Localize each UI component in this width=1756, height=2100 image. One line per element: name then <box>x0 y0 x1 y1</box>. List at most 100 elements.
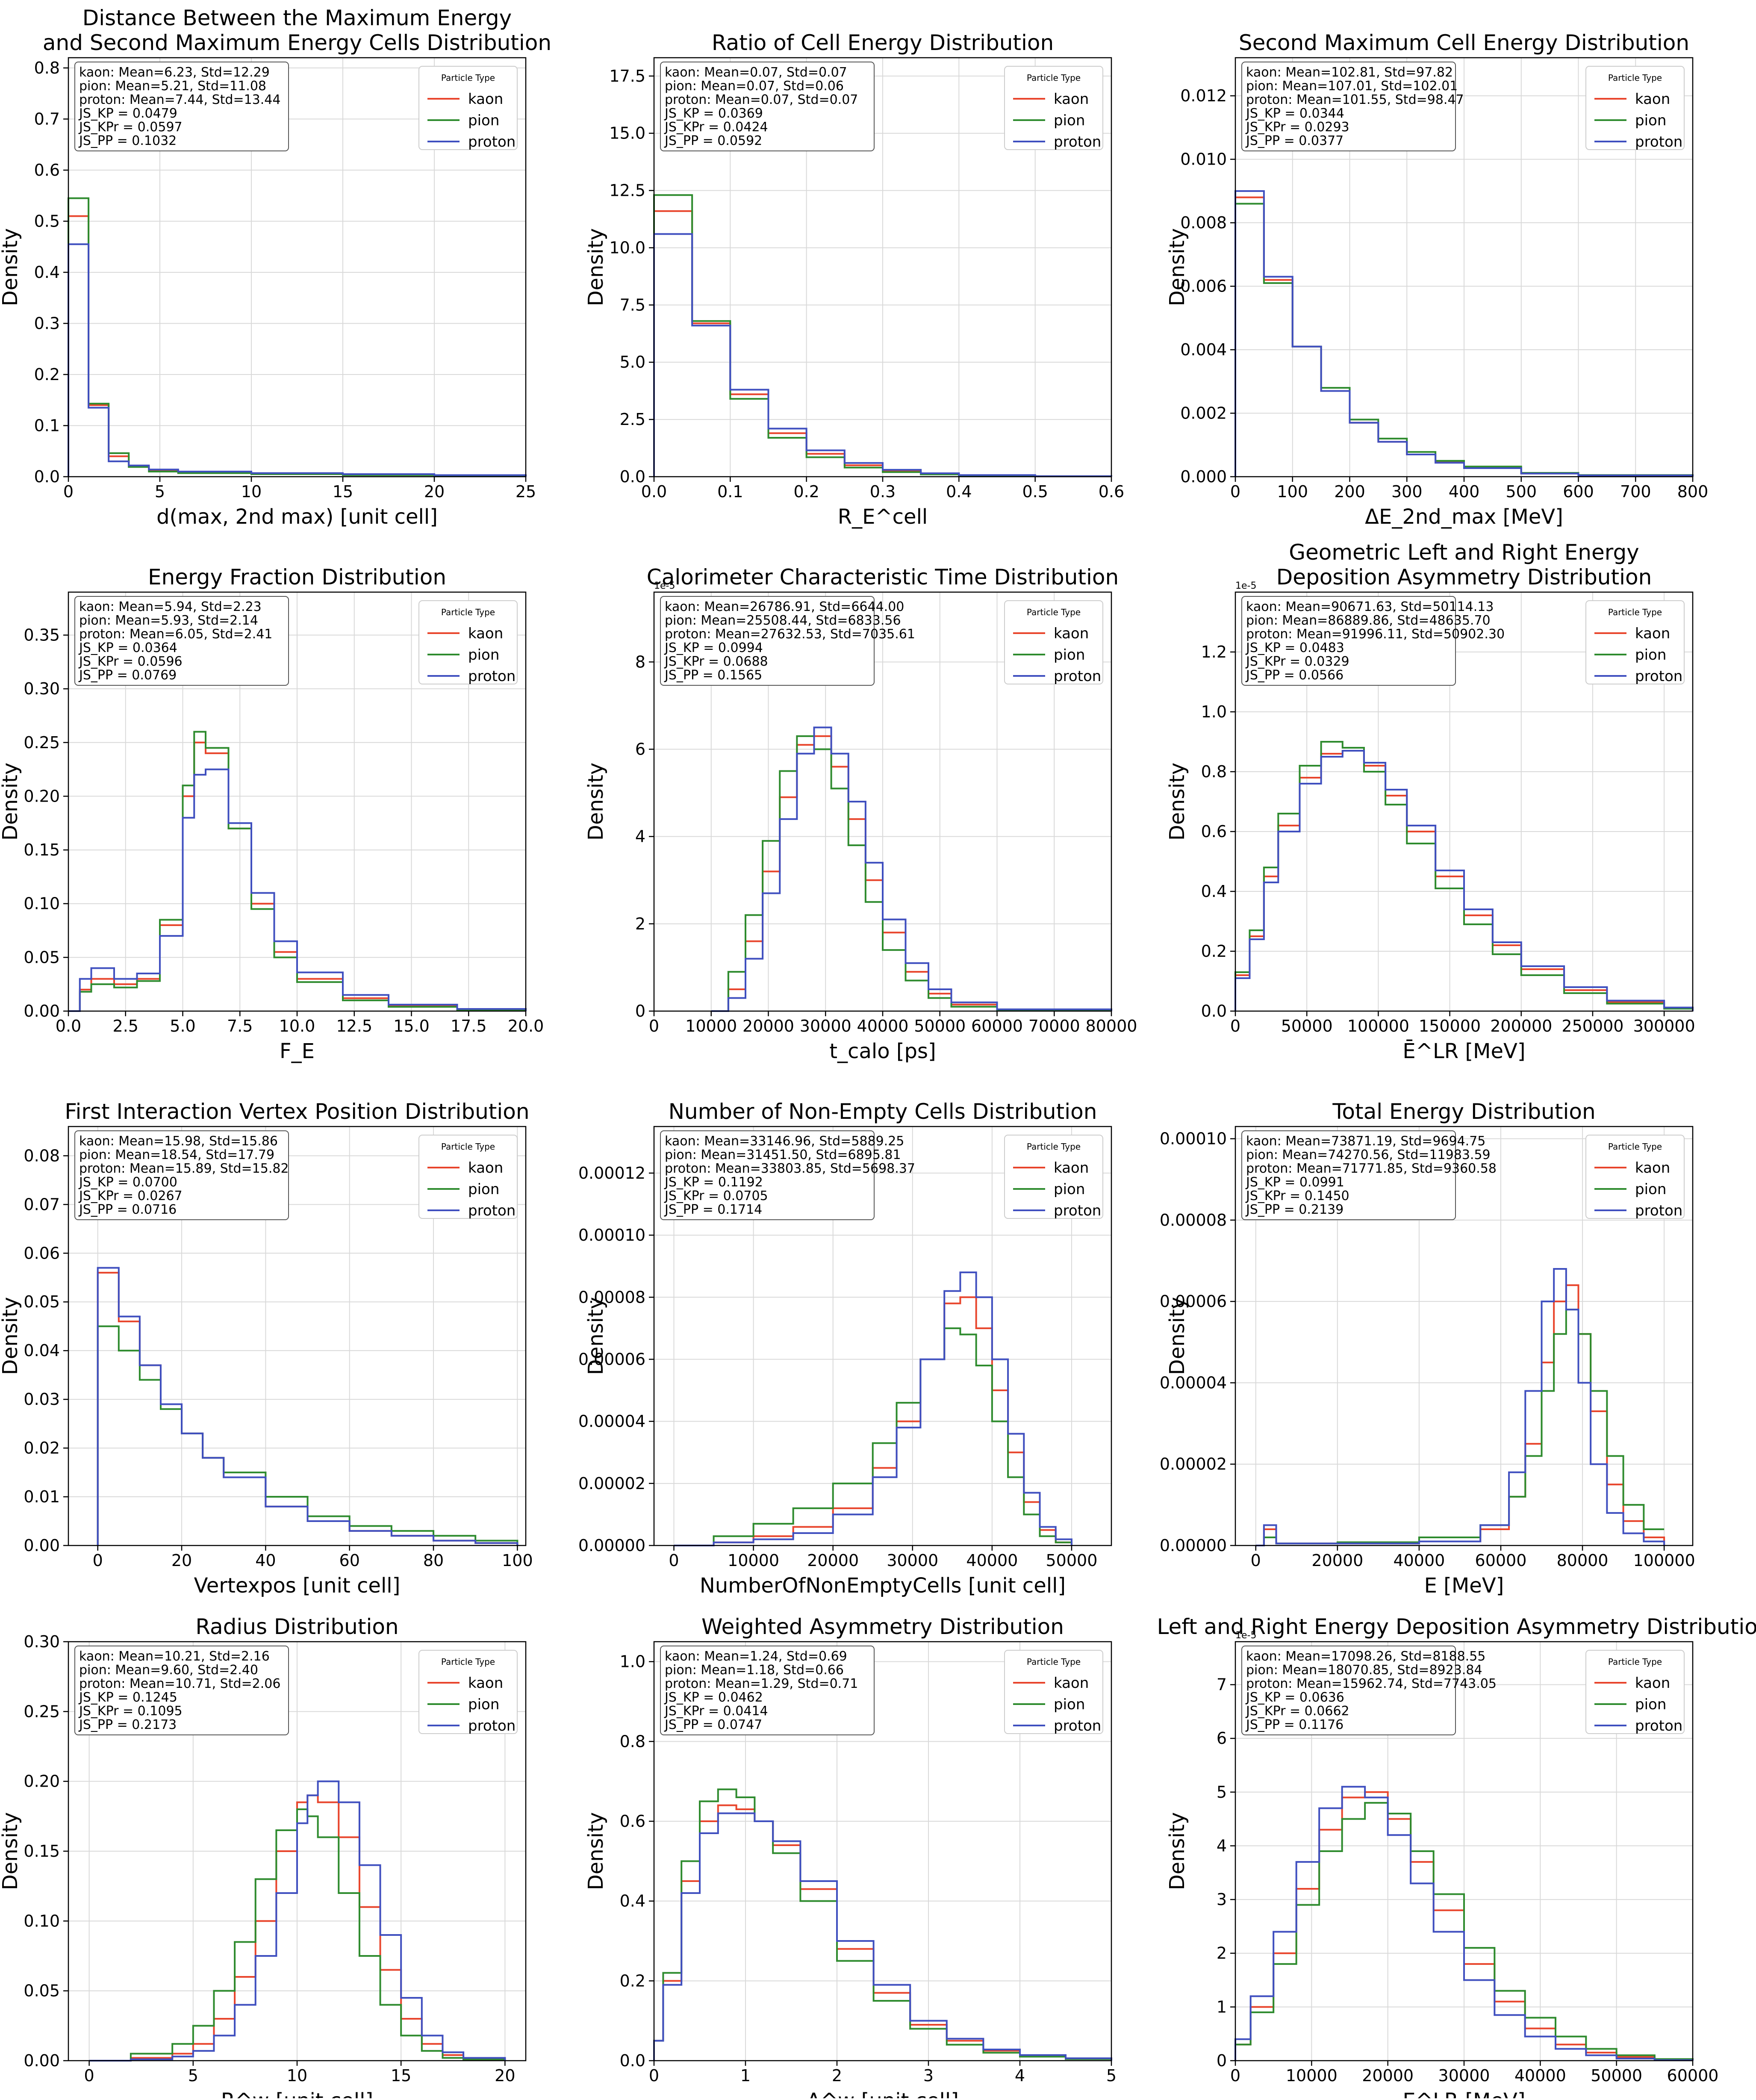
x-tick-label: 40000 <box>1393 1551 1445 1570</box>
x-tick-label: 0 <box>649 2066 659 2085</box>
stats-line: JS_KP = 0.0344 <box>1245 106 1344 121</box>
y-tick-label: 0.0 <box>620 2051 645 2070</box>
x-tick-label: 25 <box>516 482 536 501</box>
y-tick-label: 0.6 <box>620 1812 645 1831</box>
x-tick-label: 60000 <box>971 1017 1023 1035</box>
series-kaon <box>1256 1285 1664 1546</box>
stats-line: kaon: Mean=15.98, Std=15.86 <box>79 1134 278 1149</box>
y-tick-label: 0.05 <box>24 1982 60 2000</box>
y-tick-label: 0.00004 <box>1160 1373 1227 1392</box>
legend-title: Particle Type <box>441 1141 495 1152</box>
y-tick-label: 10.0 <box>609 238 645 257</box>
stats-line: proton: Mean=71771.85, Std=9360.58 <box>1246 1161 1497 1176</box>
legend-label-proton: proton <box>468 668 516 685</box>
stats-line: kaon: Mean=1.24, Std=0.69 <box>665 1649 847 1664</box>
y-axis-label: Density <box>584 228 608 306</box>
y-tick-label: 1.0 <box>620 1652 645 1671</box>
x-tick-label: 60000 <box>1475 1551 1527 1570</box>
stats-line: kaon: Mean=6.23, Std=12.29 <box>79 65 270 80</box>
stats-line: kaon: Mean=26786.91, Std=6644.00 <box>665 599 904 614</box>
stats-line: kaon: Mean=17098.26, Std=8188.55 <box>1246 1649 1485 1664</box>
y-axis-label: Density <box>0 1812 22 1890</box>
x-tick-label: 30000 <box>800 1017 851 1035</box>
legend-label-pion: pion <box>1054 1696 1085 1713</box>
x-axis-label: ΔE_2nd_max [MeV] <box>1365 505 1563 529</box>
legend-label-proton: proton <box>1635 133 1682 150</box>
y-tick-label: 0.8 <box>620 1732 645 1751</box>
stats-line: JS_PP = 0.0566 <box>1245 668 1344 683</box>
stats-line: JS_KP = 0.0462 <box>664 1690 763 1705</box>
y-tick-label: 0.8 <box>34 59 60 77</box>
y-tick-label: 0.1 <box>34 416 60 435</box>
stats-line: pion: Mean=18070.85, Std=8923.84 <box>1246 1663 1482 1678</box>
y-axis-label: Density <box>584 763 608 841</box>
y-tick-label: 0.010 <box>1180 150 1227 169</box>
y-tick-label: 0.02 <box>24 1439 60 1457</box>
stats-line: proton: Mean=7.44, Std=13.44 <box>79 92 280 107</box>
chart-title: Weighted Asymmetry Distribution <box>701 1614 1064 1639</box>
x-tick-label: 100000 <box>1633 1551 1695 1570</box>
series-proton <box>1256 1269 1664 1546</box>
legend-title: Particle Type <box>1608 607 1662 617</box>
x-tick-label: 20.0 <box>508 1017 544 1035</box>
stats-line: kaon: Mean=90671.63, Std=50114.13 <box>1246 599 1494 614</box>
legend-label-pion: pion <box>1635 1696 1666 1713</box>
x-tick-label: 80 <box>423 1551 444 1570</box>
x-tick-label: 100 <box>1277 482 1308 501</box>
x-axis-label: E [MeV] <box>1424 1574 1504 1598</box>
x-tick-label: 0 <box>669 1551 679 1570</box>
x-tick-label: 200 <box>1334 482 1365 501</box>
x-tick-label: 60000 <box>1667 2066 1719 2085</box>
stats-line: pion: Mean=74270.56, Std=11983.59 <box>1246 1147 1491 1162</box>
stats-line: proton: Mean=101.55, Std=98.47 <box>1246 92 1464 107</box>
x-tick-label: 50000 <box>914 1017 966 1035</box>
x-tick-label: 40000 <box>857 1017 909 1035</box>
chart-title: Second Maximum Cell Energy Distribution <box>1239 30 1689 55</box>
y-tick-label: 0.00 <box>24 2051 60 2070</box>
series-proton <box>68 244 526 477</box>
stats-line: JS_KP = 0.0483 <box>1245 640 1344 655</box>
stats-line: JS_PP = 0.2173 <box>78 1717 177 1732</box>
y-tick-label: 0.20 <box>24 1772 60 1791</box>
legend-label-proton: proton <box>1054 668 1101 685</box>
stats-line: proton: Mean=15962.74, Std=7743.05 <box>1246 1676 1497 1691</box>
x-tick-label: 17.5 <box>451 1017 487 1035</box>
legend-label-proton: proton <box>1054 1202 1101 1219</box>
stats-line: JS_KPr = 0.0293 <box>1245 120 1349 135</box>
y-tick-label: 0.07 <box>24 1195 60 1214</box>
y-tick-label: 4 <box>1217 1836 1227 1855</box>
legend-title: Particle Type <box>1608 1657 1662 1667</box>
x-tick-label: 200000 <box>1490 1017 1552 1035</box>
stats-line: proton: Mean=1.29, Std=0.71 <box>665 1676 858 1691</box>
legend-label-kaon: kaon <box>468 625 503 642</box>
stats-line: JS_PP = 0.1176 <box>1245 1717 1344 1732</box>
y-tick-label: 0.000 <box>1180 467 1227 486</box>
y-axis-label: Density <box>1165 1812 1189 1890</box>
chart-title: Radius Distribution <box>195 1614 398 1639</box>
y-tick-label: 1.2 <box>1201 643 1227 661</box>
x-tick-label: 600 <box>1563 482 1594 501</box>
stats-line: JS_KPr = 0.0662 <box>1245 1704 1349 1719</box>
x-axis-label: A^w [unit cell] <box>807 2089 959 2098</box>
x-tick-label: 0.6 <box>1099 482 1124 501</box>
y-tick-label: 0.25 <box>24 733 60 752</box>
chart-title: Distance Between the Maximum Energy <box>82 6 512 30</box>
stats-line: JS_KP = 0.0364 <box>78 640 177 655</box>
series-kaon <box>711 736 1111 1011</box>
legend-label-kaon: kaon <box>1054 1675 1089 1692</box>
y-tick-label: 0.00000 <box>1160 1536 1227 1555</box>
x-tick-label: 3 <box>923 2066 934 2085</box>
y-tick-label: 7 <box>1217 1675 1227 1694</box>
y-tick-label: 0.00010 <box>578 1226 645 1245</box>
x-tick-label: 2.5 <box>113 1017 138 1035</box>
y-tick-label: 0.00 <box>24 1002 60 1021</box>
y-tick-label: 0.15 <box>24 1842 60 1861</box>
x-tick-label: 250000 <box>1562 1017 1623 1035</box>
x-tick-label: 800 <box>1677 482 1709 501</box>
chart-title: Ratio of Cell Energy Distribution <box>712 30 1054 55</box>
x-axis-label: NumberOfNonEmptyCells [unit cell] <box>700 1574 1066 1598</box>
